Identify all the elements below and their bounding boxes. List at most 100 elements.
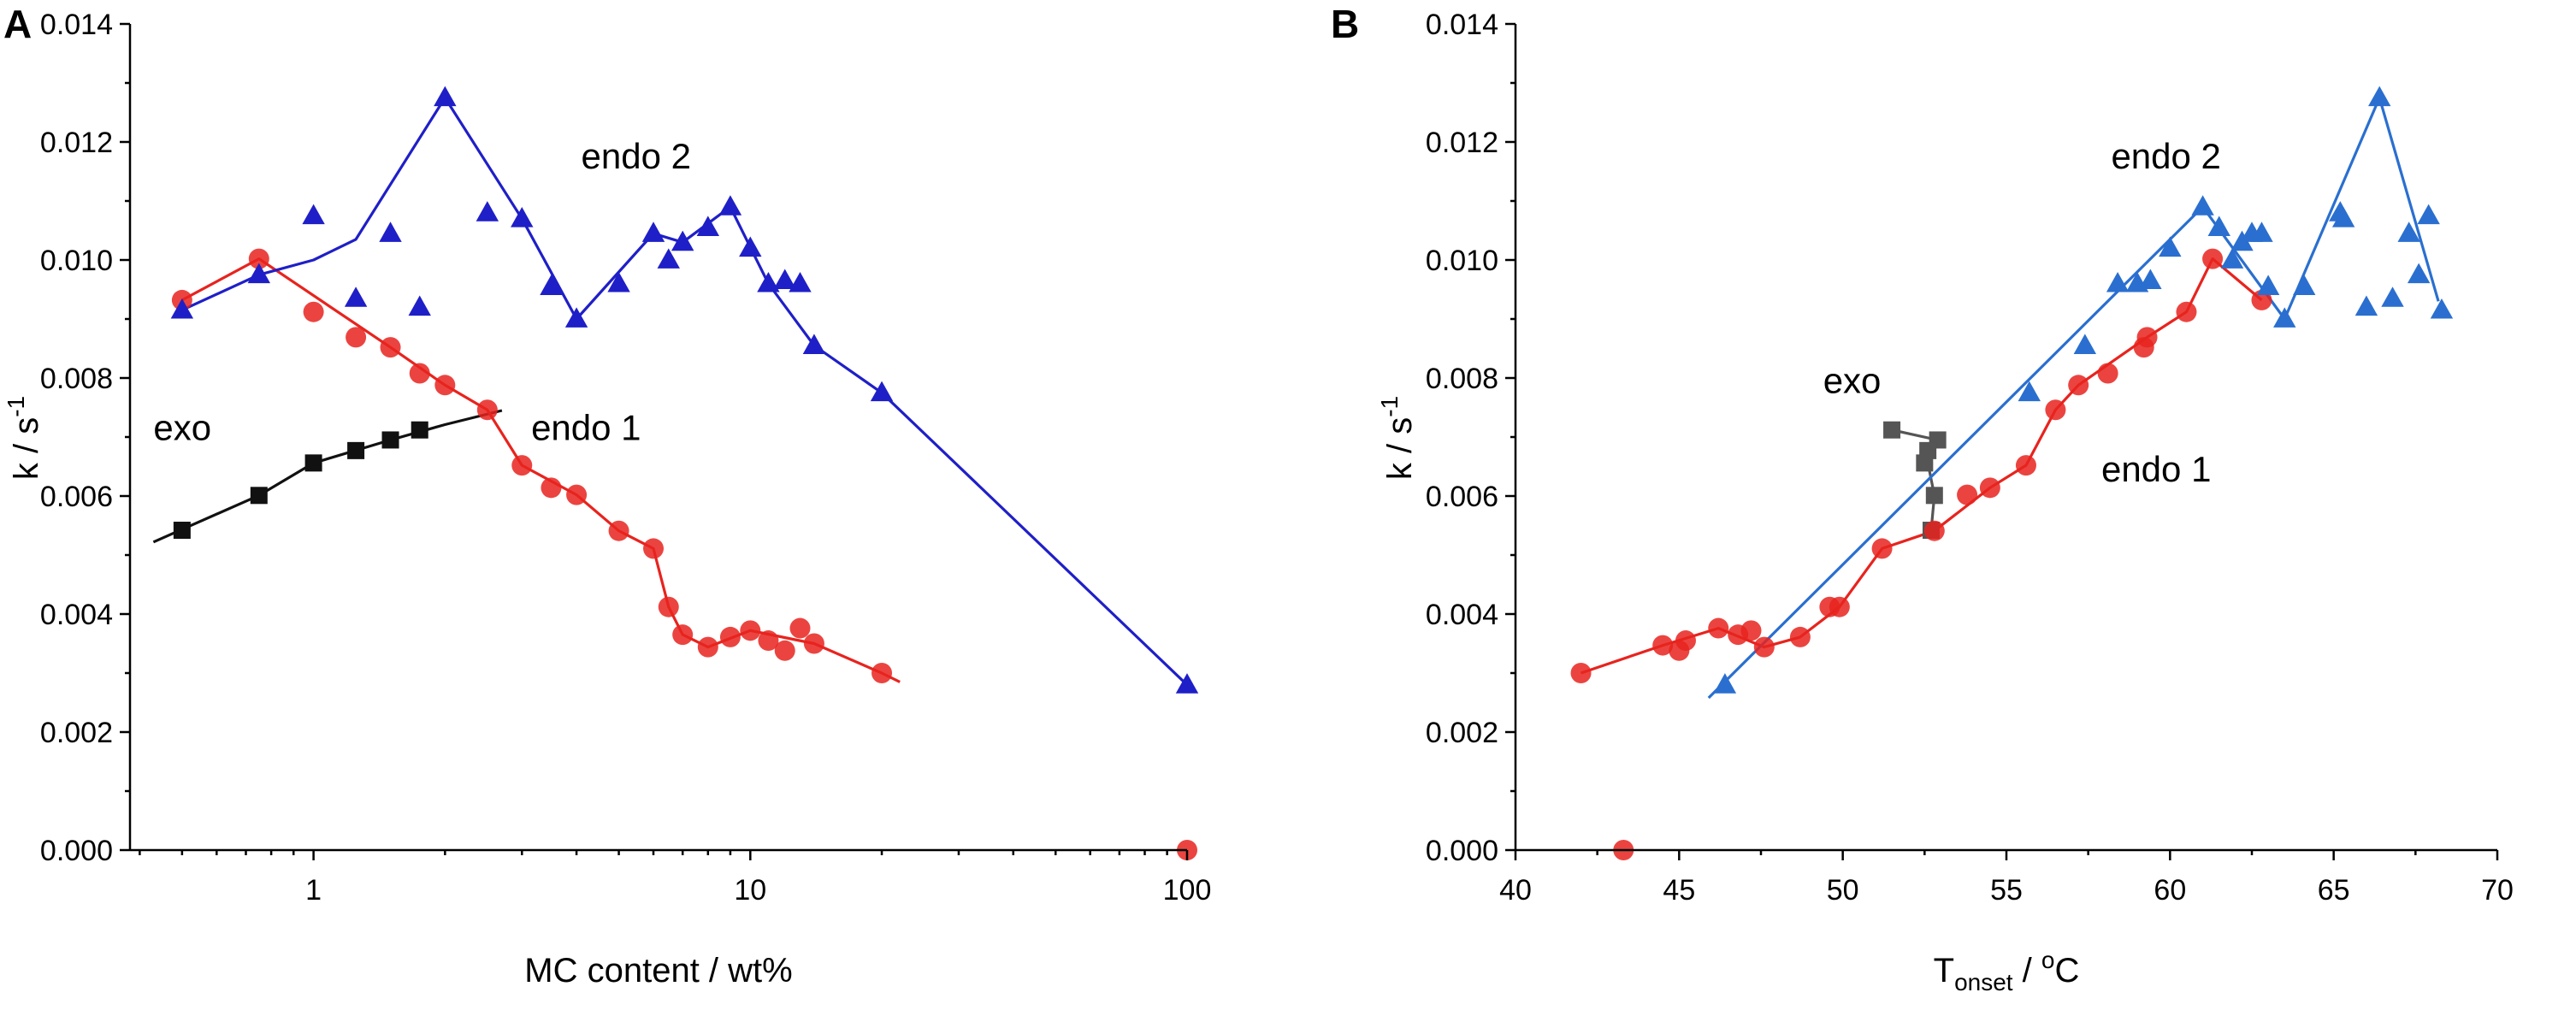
endo-1-data-point [789, 617, 811, 639]
x-axis-label-main: T [1934, 952, 1954, 989]
endo-1-data-point [1753, 636, 1775, 658]
annotation-endo-2: endo 2 [2111, 136, 2220, 176]
endo-2-data-point [540, 275, 563, 295]
exo-data-point [1883, 421, 1901, 439]
endo-1-data-point [672, 624, 694, 646]
exo-data-point [173, 522, 191, 540]
endo-1-data-point [566, 484, 588, 505]
endo-2-data-point [2073, 334, 2097, 354]
x-axis-label-unit: C [2054, 952, 2079, 989]
endo-2-data-point [2220, 248, 2244, 269]
endo-2-data-point [408, 295, 431, 316]
endo-1-data-point [2136, 327, 2158, 348]
exo-data-point [1916, 454, 1934, 472]
endo-2-data-point [511, 207, 534, 227]
y-axis-label: k / s-1 [1376, 396, 1419, 480]
endo-2-data-point [641, 222, 665, 242]
endo-2-data-point [2430, 298, 2454, 319]
y-tick-label: 0.012 [1426, 127, 1498, 159]
endo-1-data-point [758, 630, 779, 652]
x-tick-label: 40 [1499, 874, 1532, 907]
x-tick-label: 1 [305, 874, 322, 907]
endo-2-data-point [607, 271, 630, 292]
y-tick-label: 0.008 [1426, 363, 1498, 395]
y-tick-label: 0.004 [40, 599, 113, 631]
endo-1-data-point [1829, 596, 1850, 617]
endo-1-data-point [476, 399, 498, 421]
endo-2-data-point [1713, 673, 1737, 694]
endo-2-data-point [2207, 216, 2230, 236]
y-axis-label-sup: -1 [1376, 396, 1403, 417]
endo-2-data-point [476, 201, 499, 222]
exo-data-point [304, 454, 322, 472]
y-tick-label: 0.002 [40, 717, 113, 749]
annotation-exo: exo [1823, 360, 1882, 400]
endo-2-data-point [2368, 86, 2391, 107]
endo-2-data-point [696, 216, 720, 236]
x-axis-label-sub: onset [1954, 969, 2013, 995]
panel-b: B 0.000 0.002 0.004 0.006 0.008 0.010 0.012 0.0… [1331, 2, 2514, 995]
endo-2-data-point [802, 334, 826, 354]
x-tick-label: 100 [1163, 874, 1212, 907]
endo-1-data-point [608, 520, 629, 541]
endo-1-data-point [774, 640, 795, 661]
endo-2-data-point [2331, 207, 2355, 227]
endo-1-data-point [871, 663, 893, 683]
endo-2-data-point [2139, 269, 2162, 290]
endo-1-data-point [719, 626, 741, 647]
y-tick-label: 0.010 [40, 245, 113, 277]
endo-1-data-point [1570, 663, 1592, 683]
endo-2-data-point [757, 271, 780, 292]
endo-2-data-point [2417, 204, 2440, 225]
panel-a: A 0.000 0.002 0.004 0.006 0.008 0.010 0.012 0.0… [3, 2, 1211, 989]
endo-2-data-point [302, 204, 325, 225]
endo-2-data-point [2293, 275, 2316, 295]
endo-1-data-point [740, 620, 761, 641]
endo-1-data-point [248, 248, 269, 269]
y-axis-label-sup: -1 [3, 396, 29, 417]
endo-2-data-point [379, 222, 402, 242]
endo-2-data-point [2018, 381, 2041, 402]
endo-1-data-point [2015, 455, 2036, 476]
endo-1-data-point [511, 455, 533, 476]
endo-1-data-point [2045, 399, 2066, 421]
endo-1-data-point [1871, 538, 1893, 559]
endo-1-data-point [643, 538, 665, 559]
endo-1-data-point [658, 596, 679, 617]
x-axis-label-sep: / [2013, 952, 2041, 989]
endo-1-data-point [409, 363, 430, 384]
endo-2-data-point [718, 195, 742, 216]
y-axis-label-main: k / s [8, 417, 45, 480]
endo-1-data-point [2068, 375, 2089, 396]
x-axis-label: MC content / wt% [524, 952, 792, 989]
y-tick-label: 0.010 [1426, 245, 1498, 277]
endo-1-data-point [1957, 484, 1978, 505]
endo-1-data-point [1740, 620, 1762, 641]
endo-1-data-point [380, 337, 401, 358]
endo-2-data-point [2397, 222, 2420, 242]
endo-2-series-line [1707, 96, 2440, 700]
annotation-exo: exo [153, 407, 211, 447]
endo-2-data-point [2381, 286, 2404, 307]
endo-2-data-point [671, 230, 694, 251]
endo-2-data-point [773, 269, 796, 290]
y-tick-label: 0.014 [40, 9, 113, 41]
endo-2-data-point [870, 381, 894, 402]
exo-data-point [347, 441, 365, 459]
endo-1-data-point [1652, 635, 1674, 656]
exo-data-point [1925, 487, 1943, 505]
endo-1-data-point [1789, 626, 1811, 647]
exo-data-point [411, 421, 428, 439]
y-axis-label-main: k / s [1381, 417, 1419, 480]
x-tick-label: 45 [1663, 874, 1695, 907]
endo-2-data-point [564, 307, 588, 328]
endo-2-data-point [2354, 295, 2378, 316]
endo-1-data-point [1708, 617, 1729, 639]
exo-data-point [381, 431, 399, 449]
endo-1-data-point [803, 633, 824, 654]
x-axis-label: Tonset / oC [1934, 947, 2080, 995]
endo-2-data-point [789, 271, 812, 292]
endo-1-data-point [434, 375, 456, 396]
endo-2-data-point [2273, 307, 2296, 328]
